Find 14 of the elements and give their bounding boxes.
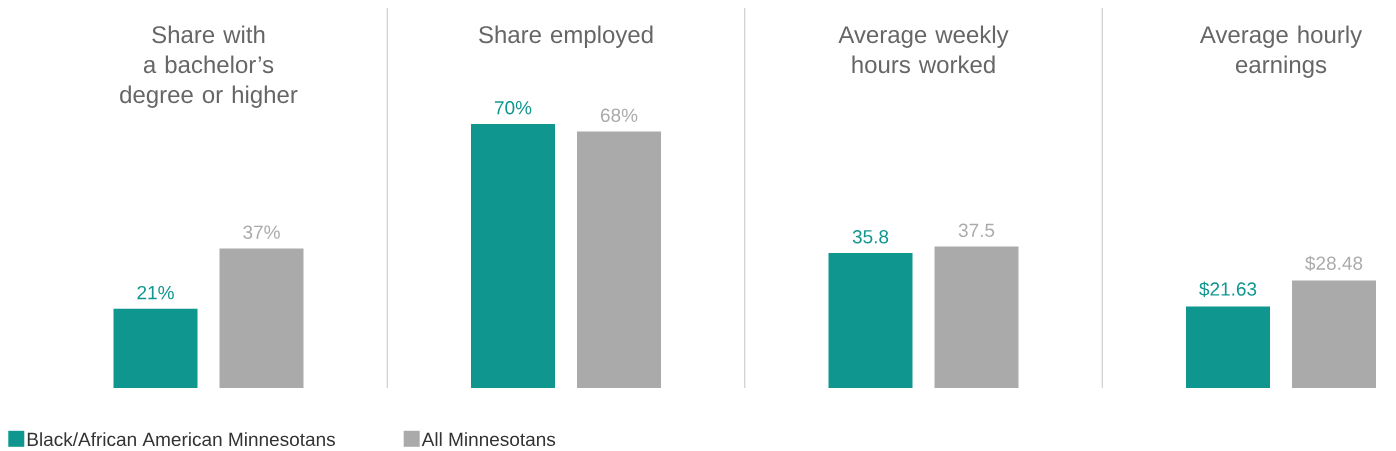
data-label: 68% (600, 108, 638, 123)
data-label: 37% (243, 225, 280, 239)
data-label: 35.8 (852, 230, 889, 244)
data-label: 37.5 (958, 223, 995, 238)
chart-title: Share employed (479, 25, 653, 48)
legend-label: Black/African American Minnesotans (27, 432, 335, 447)
chart-title: Share with a bachelor’s degree or higher (120, 25, 298, 108)
data-label: $21.63 (1199, 281, 1257, 297)
data-label: 70% (494, 101, 532, 115)
chart-title: Average weekly hours worked (838, 25, 1009, 74)
data-label: $28.48 (1305, 255, 1363, 272)
chart-title: Average hourly earnings (1199, 25, 1363, 78)
data-label: 21% (137, 285, 174, 300)
legend-label: All Minnesotans (421, 432, 556, 447)
